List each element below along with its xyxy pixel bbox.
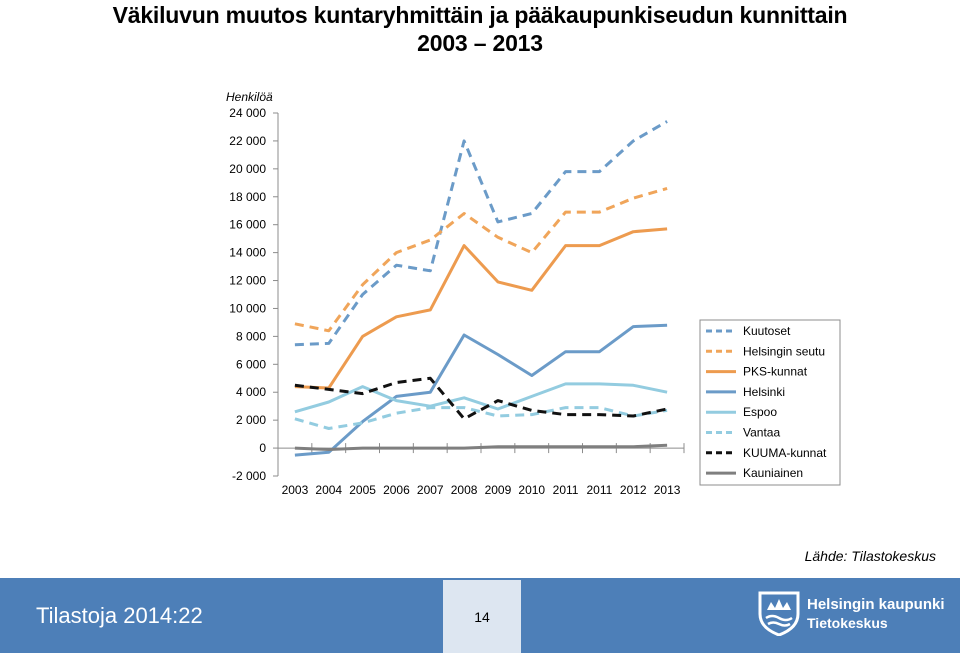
y-tick-label: 10 000 [229, 301, 266, 315]
chart-subtitle: 2003 – 2013 [417, 30, 543, 56]
legend-label: KUUMA-kunnat [743, 446, 827, 460]
y-tick-label: 20 000 [229, 162, 266, 176]
series-lines [294, 120, 668, 457]
chart-title: Väkiluvun muutos kuntaryhmittäin ja pääk… [112, 2, 848, 28]
line-chart: Henkilöä 24 000 22 000 20 000 18 000 16 000 14… [226, 90, 841, 497]
y-tick-label: 24 000 [229, 106, 266, 120]
legend-label: Vantaa [743, 426, 780, 440]
source-note: Lähde: Tilastokeskus [804, 548, 936, 564]
logo-line-1: Helsingin kaupunki [807, 596, 945, 613]
logo-line-2: Tietokeskus [807, 615, 888, 631]
series-line-3 [294, 227, 668, 390]
legend-box [699, 319, 841, 486]
y-tick-label: 6 000 [236, 357, 266, 371]
x-tick-label: 2011 [587, 483, 613, 497]
series-line-8 [294, 443, 668, 451]
y-tick-label: 8 000 [236, 329, 266, 343]
legend-label: PKS-kunnat [743, 365, 808, 379]
x-tick-label: 2010 [518, 483, 545, 497]
series-line-6 [294, 406, 668, 430]
x-tick-label: 2005 [349, 483, 376, 497]
x-tick-label: 2006 [383, 483, 410, 497]
y-tick-label: 14 000 [229, 246, 266, 260]
series-line-2 [294, 186, 668, 333]
y-axis: Henkilöä 24 000 22 000 20 000 18 000 16 000 14… [226, 90, 279, 483]
x-tick-label: 2011 [553, 483, 579, 497]
x-tick-label: 2004 [315, 483, 342, 497]
y-tick-label: 0 [259, 441, 266, 455]
legend-label: Helsingin seutu [743, 344, 825, 358]
x-tick-label: 2009 [485, 483, 512, 497]
page-number: 14 [474, 609, 490, 625]
x-tick-label: 2013 [654, 483, 681, 497]
legend: Kuutoset Helsingin seutu PKS-kunnat Helsink… [699, 319, 841, 486]
series-line-4 [294, 323, 668, 457]
x-axis: 2003 2004 2005 2006 2007 2008 2009 2010 2011 2011… [277, 443, 685, 497]
x-tick-label: 2012 [620, 483, 647, 497]
y-tick-label: 22 000 [229, 134, 266, 148]
y-tick-label: 2 000 [236, 413, 266, 427]
y-tick-label: 16 000 [229, 218, 266, 232]
legend-label: Kauniainen [743, 466, 803, 480]
legend-label: Espoo [743, 405, 777, 419]
footer-bar: Tilastoja 2014:22 14 Helsingin kaupunki … [0, 578, 960, 653]
y-tick-label: -2 000 [232, 469, 266, 483]
publication-label: Tilastoja 2014:22 [36, 603, 203, 628]
series-line-5 [294, 382, 668, 414]
x-tick-label: 2007 [417, 483, 444, 497]
city-crest-icon [758, 591, 800, 637]
y-tick-label: 18 000 [229, 190, 266, 204]
y-axis-unit: Henkilöä [226, 90, 273, 104]
series-line-1 [294, 120, 668, 347]
legend-label: Helsinki [743, 385, 785, 399]
x-tick-label: 2008 [451, 483, 478, 497]
y-tick-label: 12 000 [229, 274, 266, 288]
x-tick-label: 2003 [282, 483, 309, 497]
page-number-box: 14 [443, 580, 521, 653]
y-tick-label: 4 000 [236, 385, 266, 399]
series-line-7 [294, 376, 668, 421]
legend-label: Kuutoset [743, 324, 791, 338]
organization-logo: Helsingin kaupunki Tietokeskus [757, 590, 947, 638]
